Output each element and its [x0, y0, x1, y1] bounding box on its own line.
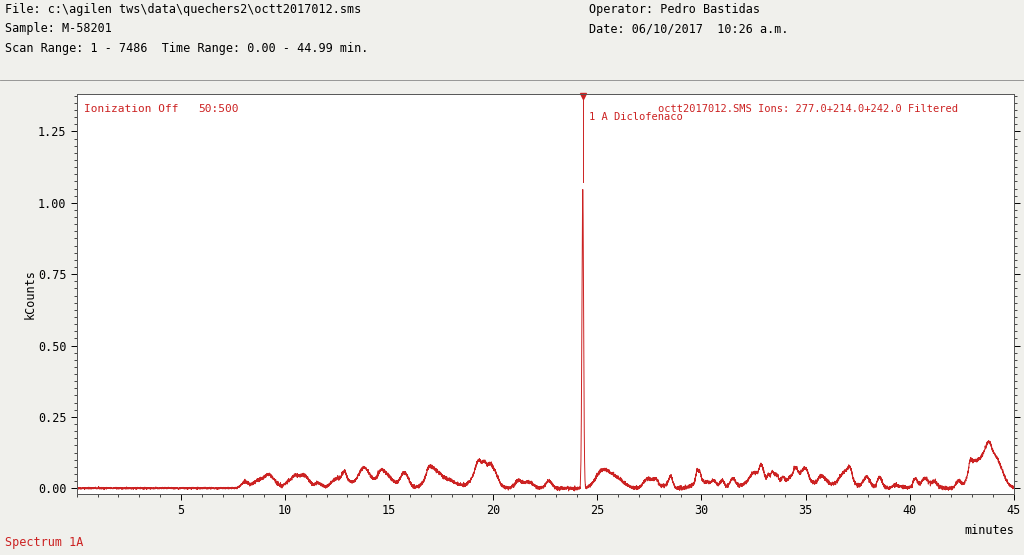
Text: Sample: M-58201: Sample: M-58201 — [5, 22, 112, 35]
Text: File: c:\agilen tws\data\quechers2\octt2017012.sms: File: c:\agilen tws\data\quechers2\octt2… — [5, 3, 361, 16]
Text: Scan Range: 1 - 7486  Time Range: 0.00 - 44.99 min.: Scan Range: 1 - 7486 Time Range: 0.00 - … — [5, 42, 369, 54]
Text: octt2017012.SMS Ions: 277.0+214.0+242.0 Filtered: octt2017012.SMS Ions: 277.0+214.0+242.0 … — [657, 104, 957, 114]
Y-axis label: kCounts: kCounts — [24, 269, 37, 319]
Text: 1 A Diclofenaco: 1 A Diclofenaco — [589, 112, 683, 122]
Text: 50:500: 50:500 — [199, 104, 240, 114]
Text: Operator: Pedro Bastidas: Operator: Pedro Bastidas — [589, 3, 760, 16]
Text: minutes: minutes — [964, 524, 1014, 537]
Text: Date: 06/10/2017  10:26 a.m.: Date: 06/10/2017 10:26 a.m. — [589, 22, 788, 35]
Text: Spectrum 1A: Spectrum 1A — [5, 537, 84, 549]
Text: Ionization Off: Ionization Off — [84, 104, 179, 114]
